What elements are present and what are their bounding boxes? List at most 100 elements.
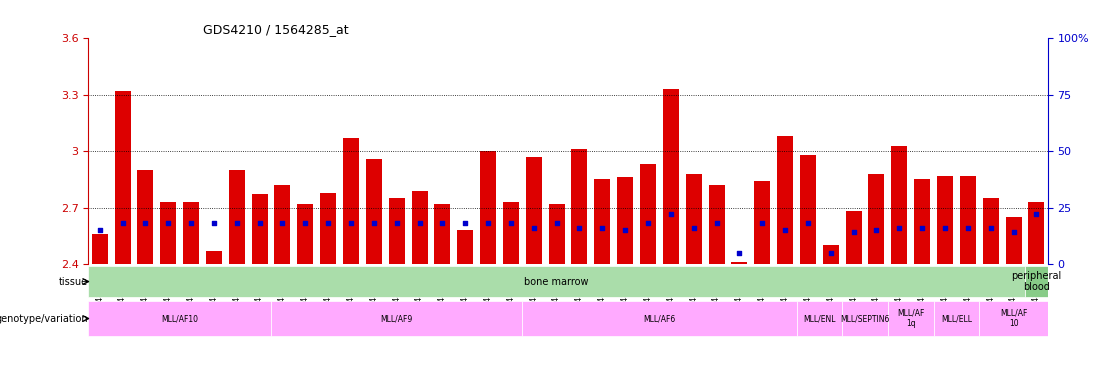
Point — [617, 227, 634, 233]
Point — [593, 225, 611, 231]
Point — [570, 225, 588, 231]
Point — [525, 225, 543, 231]
Point — [250, 220, 268, 227]
Bar — [458, 230, 473, 264]
Bar — [663, 89, 678, 264]
Point — [274, 220, 291, 227]
Text: MLL/AF
10: MLL/AF 10 — [1000, 309, 1027, 328]
Point — [365, 220, 383, 227]
Point — [548, 220, 566, 227]
FancyBboxPatch shape — [979, 301, 1048, 336]
Bar — [138, 170, 153, 264]
Text: MLL/AF
1q: MLL/AF 1q — [897, 309, 924, 328]
Point — [137, 220, 154, 227]
FancyBboxPatch shape — [888, 301, 933, 336]
Bar — [480, 151, 496, 264]
Point — [639, 220, 656, 227]
Point — [890, 225, 908, 231]
Point — [410, 220, 428, 227]
Bar — [526, 157, 542, 264]
Text: MLL/ELL: MLL/ELL — [941, 314, 972, 323]
Point — [753, 220, 771, 227]
Text: bone marrow: bone marrow — [524, 276, 589, 286]
Bar — [298, 204, 313, 264]
Point — [342, 220, 360, 227]
Text: peripheral
blood: peripheral blood — [1011, 271, 1061, 292]
Point — [799, 220, 816, 227]
Bar — [92, 234, 108, 264]
Point — [90, 227, 108, 233]
Point — [730, 250, 748, 256]
FancyBboxPatch shape — [1025, 266, 1048, 297]
Point — [708, 220, 726, 227]
Bar — [983, 198, 998, 264]
Point — [1028, 211, 1046, 217]
Bar — [366, 159, 382, 264]
Bar — [343, 138, 358, 264]
Point — [822, 250, 839, 256]
FancyBboxPatch shape — [796, 301, 843, 336]
Bar — [708, 185, 725, 264]
Point — [685, 225, 703, 231]
Bar — [731, 262, 748, 264]
Bar — [640, 164, 656, 264]
Bar — [800, 155, 816, 264]
Bar — [115, 91, 130, 264]
FancyBboxPatch shape — [271, 301, 523, 336]
Point — [320, 220, 338, 227]
Point — [662, 211, 679, 217]
Point — [228, 220, 246, 227]
Bar — [388, 198, 405, 264]
Bar — [183, 202, 199, 264]
Point — [388, 220, 406, 227]
Bar — [160, 202, 176, 264]
Text: MLL/ENL: MLL/ENL — [803, 314, 836, 323]
FancyBboxPatch shape — [933, 301, 979, 336]
Point — [114, 220, 131, 227]
Bar — [275, 185, 290, 264]
Bar — [206, 251, 222, 264]
Point — [777, 227, 794, 233]
FancyBboxPatch shape — [843, 301, 888, 336]
Bar — [868, 174, 885, 264]
Text: MLL/SEPTIN6: MLL/SEPTIN6 — [840, 314, 890, 323]
Bar — [823, 245, 838, 264]
Point — [182, 220, 200, 227]
Bar — [251, 194, 268, 264]
Point — [297, 220, 314, 227]
FancyBboxPatch shape — [523, 301, 796, 336]
Bar — [618, 177, 633, 264]
Bar — [320, 192, 336, 264]
Bar — [571, 149, 588, 264]
Point — [479, 220, 496, 227]
Bar — [595, 179, 610, 264]
Bar — [846, 211, 861, 264]
Bar — [891, 146, 908, 264]
Point — [1005, 229, 1022, 235]
Point — [936, 225, 954, 231]
Bar — [686, 174, 702, 264]
Bar — [435, 204, 450, 264]
Text: genotype/variation: genotype/variation — [0, 314, 88, 324]
Point — [959, 225, 976, 231]
Point — [845, 229, 863, 235]
Bar — [1028, 202, 1045, 264]
Text: MLL/AF9: MLL/AF9 — [381, 314, 413, 323]
Bar — [548, 204, 565, 264]
Point — [159, 220, 176, 227]
Point — [205, 220, 223, 227]
FancyBboxPatch shape — [88, 301, 271, 336]
FancyBboxPatch shape — [88, 266, 1025, 297]
Bar — [754, 181, 770, 264]
Bar — [914, 179, 930, 264]
Point — [457, 220, 474, 227]
Text: MLL/AF6: MLL/AF6 — [643, 314, 675, 323]
Bar — [960, 175, 976, 264]
Point — [433, 220, 451, 227]
Text: tissue: tissue — [60, 276, 88, 286]
Bar — [411, 190, 428, 264]
Point — [502, 220, 520, 227]
Point — [868, 227, 886, 233]
Point — [982, 225, 999, 231]
Bar — [1006, 217, 1021, 264]
